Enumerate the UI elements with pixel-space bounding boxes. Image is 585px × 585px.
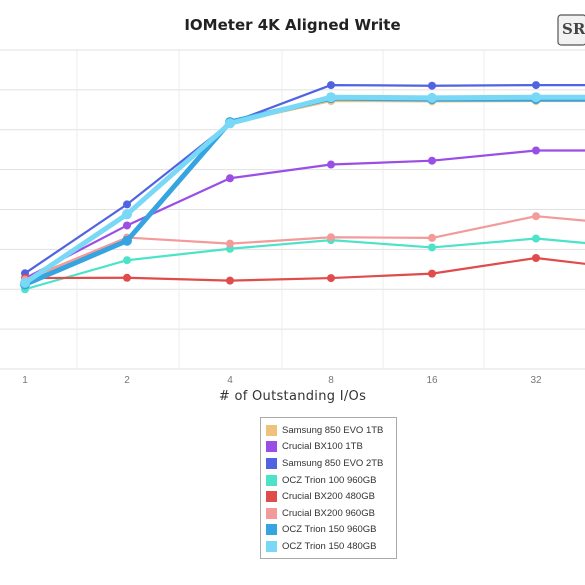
data-point: [327, 81, 335, 90]
data-point: [326, 92, 336, 103]
logo-text: SR: [562, 20, 585, 38]
data-point: [532, 146, 540, 155]
legend-item: Samsung 850 EVO 2TB: [266, 455, 391, 472]
data-point: [532, 81, 540, 90]
series-line: [23, 256, 585, 282]
data-point: [327, 233, 335, 242]
data-point: [226, 239, 234, 248]
legend-label: OCZ Trion 150 480GB: [282, 540, 377, 552]
data-point: [226, 174, 234, 183]
data-point: [20, 277, 30, 288]
x-axis-label: # of Outstanding I/Os: [218, 389, 367, 404]
legend-label: OCZ Trion 150 960GB: [282, 524, 377, 536]
data-point: [123, 221, 131, 230]
x-tick-label: 1: [22, 375, 28, 386]
legend-label: Samsung 850 EVO 2TB: [282, 457, 384, 469]
data-point: [226, 276, 234, 285]
data-point: [532, 234, 540, 243]
data-point: [123, 273, 131, 282]
legend-item: OCZ Trion 150 480GB: [266, 538, 391, 555]
x-tick-label: 2: [124, 375, 130, 386]
data-point: [427, 92, 437, 103]
series-crucial-bx200-480gb: [21, 253, 585, 285]
x-tick-label: 4: [227, 375, 233, 386]
legend-swatch: [266, 441, 277, 453]
data-point: [532, 212, 540, 221]
series-line: [22, 95, 585, 287]
legend-label: OCZ Trion 100 960GB: [282, 474, 377, 486]
legend-item: Samsung 850 EVO 1TB: [266, 422, 391, 439]
data-point: [428, 156, 436, 165]
data-point: [225, 118, 235, 129]
data-point: [123, 256, 131, 265]
series-line: [22, 94, 585, 286]
x-tick-label: 16: [426, 375, 438, 386]
legend-item: Crucial BX200 960GB: [266, 505, 391, 522]
x-tick-label: 32: [530, 375, 542, 386]
x-tick-label: 8: [328, 375, 334, 386]
legend-swatch: [266, 491, 277, 503]
legend-swatch: [266, 424, 277, 436]
data-point: [122, 235, 132, 246]
legend-item: Crucial BX100 1TB: [266, 439, 391, 456]
data-point: [532, 253, 540, 262]
data-point: [123, 200, 131, 209]
series-ocz-trion-150-480gb: [20, 92, 585, 288]
data-point: [327, 160, 335, 169]
legend-item: Crucial BX200 480GB: [266, 488, 391, 505]
legend-item: OCZ Trion 100 960GB: [266, 472, 391, 489]
data-point: [428, 243, 436, 252]
legend-label: Samsung 850 EVO 1TB: [282, 424, 384, 436]
legend-label: Crucial BX200 960GB: [282, 507, 375, 519]
legend-item: OCZ Trion 150 960GB: [266, 522, 391, 539]
data-point: [428, 233, 436, 242]
series-line: [23, 99, 585, 282]
legend-swatch: [266, 540, 277, 552]
legend-label: Crucial BX200 480GB: [282, 491, 375, 503]
legend-swatch: [266, 524, 277, 536]
legend-label: Crucial BX100 1TB: [282, 441, 363, 453]
data-point: [428, 81, 436, 90]
legend-swatch: [266, 507, 277, 519]
legend-swatch: [266, 474, 277, 486]
series-ocz-trion-150-960gb: [20, 93, 585, 290]
series-crucial-bx100-1tb: [21, 146, 585, 283]
data-point: [531, 92, 541, 103]
data-point: [327, 274, 335, 283]
data-point: [122, 209, 132, 220]
chart-title: IOMeter 4K Aligned Write: [184, 16, 401, 34]
legend-swatch: [266, 457, 277, 469]
data-point: [428, 269, 436, 278]
legend: Samsung 850 EVO 1TB Crucial BX100 1TB Sams…: [260, 417, 397, 559]
series-samsung-850-evo-1tb: [21, 97, 585, 285]
storagereview-logo: SR: [557, 14, 585, 46]
